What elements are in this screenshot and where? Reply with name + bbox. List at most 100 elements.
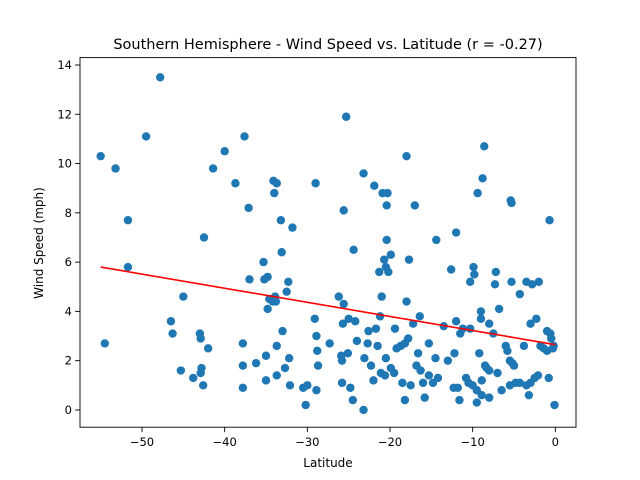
data-point (398, 378, 407, 388)
data-point (348, 395, 357, 405)
x-tick-label: −20 (378, 435, 402, 449)
data-point (123, 262, 133, 272)
data-point (96, 151, 105, 161)
data-point (278, 326, 287, 336)
data-point (390, 324, 400, 333)
data-point (509, 361, 519, 370)
y-tick-label: 0 (65, 403, 72, 417)
regression-line (100, 266, 556, 346)
data-point (198, 381, 208, 390)
data-point (527, 280, 537, 289)
x-tick-label: −50 (130, 435, 154, 449)
data-point (455, 395, 464, 405)
x-axis-label: Latitude (303, 456, 352, 470)
data-point (339, 206, 348, 215)
data-point (503, 346, 512, 356)
data-point (344, 314, 353, 323)
data-point (312, 386, 321, 395)
plot-area: −50 −40 −30 −20 −10 0 0 2 4 6 8 10 12 14 (57, 57, 577, 449)
data-point (515, 378, 524, 388)
data-point (270, 188, 279, 198)
data-point (244, 203, 253, 213)
data-point (285, 381, 295, 390)
data-point (111, 164, 120, 173)
data-point (519, 341, 529, 351)
data-point (410, 201, 419, 210)
y-tick-label: 12 (57, 107, 72, 121)
data-point (389, 368, 399, 378)
data-point (220, 147, 229, 156)
data-point (325, 339, 334, 348)
y-tick-label: 6 (65, 255, 72, 269)
data-point (433, 373, 443, 383)
data-point (123, 216, 133, 225)
data-point (477, 376, 486, 385)
data-point (337, 356, 347, 365)
data-point (352, 336, 362, 346)
x-tick-label: −40 (213, 435, 237, 449)
data-point (431, 354, 440, 363)
data-point (288, 223, 297, 232)
data-point (469, 262, 478, 272)
data-point (384, 267, 393, 277)
data-point (282, 287, 291, 296)
data-point (363, 339, 372, 348)
data-point (272, 179, 281, 188)
data-point (473, 188, 482, 198)
data-point (168, 329, 177, 338)
data-point (179, 292, 188, 301)
data-point (386, 250, 396, 259)
data-point (402, 151, 411, 161)
data-point (261, 351, 271, 360)
data-point (416, 366, 425, 375)
data-point (272, 341, 281, 351)
data-point (415, 312, 424, 321)
data-point (477, 390, 486, 400)
data-point (549, 341, 558, 351)
data-point (465, 277, 475, 287)
data-point (524, 390, 534, 400)
data-point (485, 319, 494, 328)
y-tick-label: 4 (65, 304, 72, 318)
data-point (377, 292, 386, 301)
data-point (312, 331, 321, 341)
data-point (359, 405, 368, 415)
data-point (380, 371, 390, 380)
data-point (515, 289, 524, 299)
data-point (406, 381, 415, 390)
data-point (155, 73, 165, 82)
y-tick-label: 2 (65, 354, 72, 368)
data-point (284, 277, 293, 287)
data-point (166, 317, 176, 326)
data-point (480, 142, 489, 151)
data-point (465, 324, 475, 333)
data-point (470, 270, 479, 279)
data-point (432, 235, 441, 245)
data-point (450, 349, 459, 358)
data-point (339, 299, 348, 309)
chart-title: Southern Hemisphere - Wind Speed vs. Lat… (113, 37, 542, 53)
data-point (371, 324, 381, 333)
data-point (534, 277, 543, 287)
data-point (413, 349, 423, 358)
data-point (364, 326, 373, 336)
data-point (366, 361, 376, 370)
data-point (251, 358, 261, 368)
data-point (272, 371, 281, 380)
data-point (208, 164, 218, 173)
data-point (375, 312, 385, 321)
data-point (507, 198, 516, 208)
data-point (334, 292, 343, 301)
data-point (280, 363, 290, 373)
data-point (490, 280, 500, 289)
data-point (263, 304, 272, 314)
x-tick-label: −10 (461, 435, 485, 449)
x-tick-label: −30 (295, 435, 319, 449)
data-point (337, 378, 347, 388)
data-point (231, 179, 240, 188)
data-point (338, 319, 348, 328)
data-point (100, 339, 110, 348)
data-point (545, 216, 554, 225)
